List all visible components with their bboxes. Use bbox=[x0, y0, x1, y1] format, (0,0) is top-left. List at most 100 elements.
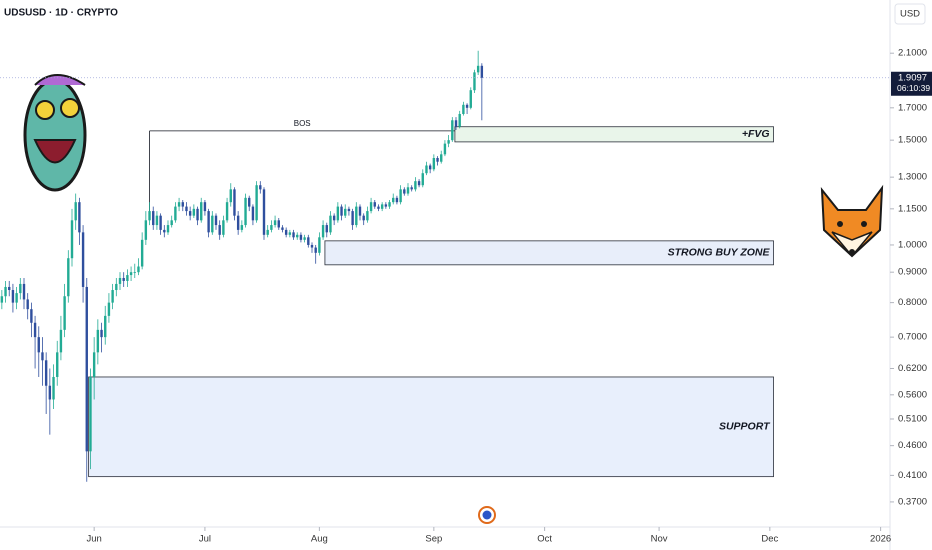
candle-body bbox=[451, 120, 454, 141]
zombie-sticker bbox=[23, 74, 87, 192]
candle-body bbox=[122, 277, 125, 281]
currency-box[interactable] bbox=[894, 3, 926, 25]
chart-title: UDSUSD · 1D · CRYPTO bbox=[4, 8, 118, 19]
candle-body bbox=[48, 385, 52, 400]
candle-body bbox=[233, 189, 236, 216]
x-tick-label: Dec bbox=[761, 534, 778, 545]
candle-body bbox=[188, 211, 192, 216]
candle-body bbox=[336, 206, 340, 221]
x-tick-label: Oct bbox=[537, 534, 552, 545]
tradingview-logo bbox=[478, 506, 496, 524]
countdown: 06:10:39 bbox=[897, 83, 930, 93]
x-tick-label: Sep bbox=[425, 534, 442, 545]
candle-body bbox=[37, 337, 40, 353]
candle-body bbox=[104, 315, 107, 338]
candle-body bbox=[4, 286, 7, 297]
y-tick-label: 0.9000 bbox=[898, 267, 927, 278]
y-tick-label: 1.5000 bbox=[898, 135, 927, 146]
candle-body bbox=[44, 360, 48, 386]
candle-body bbox=[440, 154, 443, 162]
y-tick-label: 1.1500 bbox=[898, 203, 927, 214]
candle-body bbox=[52, 376, 55, 400]
zone-label: +FVG bbox=[742, 128, 770, 140]
currency: USD bbox=[900, 9, 920, 20]
candle-body bbox=[277, 220, 280, 228]
zones: +FVG STRONG BUY ZONE SUPPORT BOS bbox=[88, 119, 774, 478]
candle-body bbox=[296, 234, 299, 238]
candle-body bbox=[443, 143, 447, 155]
x-tick-label: Jun bbox=[86, 534, 101, 545]
y-tick-label: 0.3700 bbox=[898, 496, 927, 507]
y-tick-label: 0.6200 bbox=[898, 363, 927, 374]
candle-body bbox=[78, 202, 81, 233]
candle-body bbox=[11, 290, 15, 303]
y-tick-label: 0.7000 bbox=[898, 332, 927, 343]
candle-body bbox=[362, 215, 365, 221]
y-tick-label: 2.1000 bbox=[898, 48, 927, 59]
candle-body bbox=[377, 206, 380, 209]
candle-body bbox=[436, 157, 439, 162]
candle-body bbox=[358, 206, 362, 216]
candle-body bbox=[196, 208, 199, 221]
candle-body bbox=[155, 215, 159, 226]
candle-body bbox=[399, 189, 402, 203]
candle-body bbox=[89, 376, 92, 452]
candle-body bbox=[0, 296, 4, 303]
candle-body bbox=[214, 215, 218, 226]
candle-body bbox=[340, 206, 343, 216]
candle-body bbox=[465, 104, 469, 108]
candle-body bbox=[392, 197, 395, 203]
candle-body bbox=[288, 232, 292, 235]
x-tick-label: Nov bbox=[651, 534, 668, 545]
candle-body bbox=[410, 187, 413, 190]
y-tick-label: 1.3000 bbox=[898, 172, 927, 183]
candle-body bbox=[56, 352, 59, 377]
candle-body bbox=[225, 202, 229, 221]
candle-body bbox=[480, 65, 484, 78]
candle-body bbox=[26, 299, 29, 310]
candle-body bbox=[414, 181, 417, 190]
candle-body bbox=[118, 277, 122, 284]
candle-body bbox=[92, 352, 96, 377]
x-tick-label: Aug bbox=[311, 534, 328, 545]
candle-body bbox=[344, 208, 347, 216]
candle-body bbox=[203, 202, 207, 212]
y-tick-label: 0.8000 bbox=[898, 297, 927, 308]
candle-body bbox=[244, 197, 247, 226]
candle-body bbox=[33, 322, 37, 338]
candle-body bbox=[152, 211, 155, 226]
last-price-box bbox=[891, 71, 932, 96]
candle-body bbox=[366, 211, 369, 221]
candle-body bbox=[369, 202, 373, 212]
candle-body bbox=[115, 283, 118, 291]
candle-body bbox=[133, 272, 136, 273]
candle-body bbox=[310, 244, 314, 248]
candle-body bbox=[207, 211, 210, 233]
candle-body bbox=[163, 229, 166, 233]
candle-body bbox=[259, 185, 262, 190]
candle-body bbox=[22, 283, 26, 300]
candle-body bbox=[70, 220, 74, 259]
candle-body bbox=[129, 272, 133, 276]
zone bbox=[324, 240, 774, 266]
y-tick-label: 0.5100 bbox=[898, 413, 927, 424]
candle-body bbox=[166, 225, 170, 233]
candle-body bbox=[100, 329, 103, 338]
candle-body bbox=[454, 120, 458, 127]
candle-body bbox=[185, 206, 188, 212]
candle-body bbox=[15, 293, 18, 303]
candle-body bbox=[200, 202, 203, 221]
candle-body bbox=[469, 90, 472, 108]
candle-body bbox=[74, 202, 77, 221]
candle-body bbox=[85, 286, 88, 452]
candle-body bbox=[351, 211, 354, 226]
candle-body bbox=[30, 309, 33, 323]
candle-body bbox=[67, 258, 70, 297]
candle-body bbox=[96, 329, 100, 353]
candle-body bbox=[284, 229, 288, 235]
candle-body bbox=[421, 173, 424, 186]
candle-body bbox=[192, 208, 196, 216]
candle-body bbox=[255, 185, 258, 221]
candle-body bbox=[266, 229, 269, 235]
